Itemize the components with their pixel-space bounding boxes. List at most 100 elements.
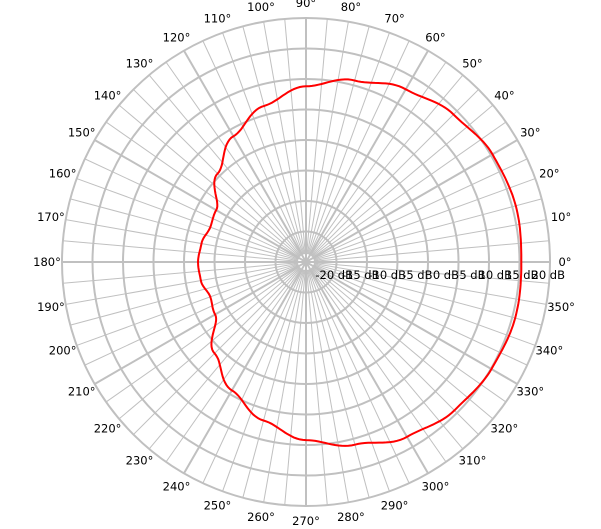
angle-tick-label: 320° xyxy=(491,421,519,435)
minor-spoke xyxy=(313,178,536,260)
minor-spoke xyxy=(202,40,304,255)
minor-spoke xyxy=(308,269,390,492)
minor-spoke xyxy=(313,240,550,262)
minor-spoke xyxy=(310,268,447,463)
minor-spoke xyxy=(284,269,306,506)
radial-tick-label: 10 dB xyxy=(479,268,513,282)
minor-spoke xyxy=(312,121,507,258)
minor-spoke xyxy=(310,74,464,257)
minor-spoke xyxy=(313,262,547,305)
angle-tick-label: 130° xyxy=(126,57,154,71)
radial-tick-label: 20 dB xyxy=(532,268,566,282)
minor-spoke xyxy=(307,26,370,255)
angle-tick-label: 330° xyxy=(516,385,544,399)
angle-tick-label: 150° xyxy=(68,126,96,140)
minor-spoke xyxy=(76,178,299,260)
angle-tick-label: 70° xyxy=(384,12,404,26)
minor-spoke xyxy=(310,267,464,450)
angle-tick-label: 60° xyxy=(425,31,445,45)
minor-spoke xyxy=(313,158,528,260)
minor-spoke xyxy=(84,264,299,366)
angle-tick-label: 270° xyxy=(292,514,320,528)
grid-ring xyxy=(274,230,338,294)
angle-tick-label: 280° xyxy=(337,510,365,524)
minor-spoke xyxy=(76,264,299,346)
angle-tick-label: 20° xyxy=(539,166,559,180)
series-line xyxy=(196,78,523,447)
minor-spoke xyxy=(242,269,305,498)
angle-tick-label: 340° xyxy=(536,344,564,358)
minor-spoke xyxy=(313,262,550,284)
minor-spoke xyxy=(62,240,299,262)
angle-tick-label: 210° xyxy=(68,385,96,399)
angle-tick-label: 290° xyxy=(381,498,409,512)
minor-spoke xyxy=(306,269,349,503)
minor-spoke xyxy=(313,219,547,262)
minor-spoke xyxy=(306,21,349,255)
minor-spoke xyxy=(263,269,306,503)
grid-ring xyxy=(91,47,521,477)
angle-tick-label: 90° xyxy=(296,0,316,10)
minor-spoke xyxy=(306,269,328,506)
grid-ring xyxy=(183,139,429,385)
minor-spoke xyxy=(310,61,447,256)
radial-tick-label: 0 dB xyxy=(433,268,459,282)
radial-tick-label: -20 dB xyxy=(315,268,353,282)
radial-tick-label: -15 dB xyxy=(342,268,380,282)
angle-tick-label: 120° xyxy=(163,31,191,45)
angle-tick-label: 240° xyxy=(163,479,191,493)
minor-spoke xyxy=(222,269,304,492)
angle-tick-label: 140° xyxy=(94,89,122,103)
minor-spoke xyxy=(263,21,306,255)
grid-ring xyxy=(61,17,551,507)
angle-tick-label: 230° xyxy=(126,453,154,467)
grid-ring xyxy=(213,169,399,355)
radial-tick-label: -5 dB xyxy=(402,268,432,282)
minor-spoke xyxy=(307,269,370,498)
series-layer xyxy=(196,78,523,447)
angle-tick-labels: 0° 10° 20° 30° 40° 50° 60° 70° 80° 90° 100° 110° 120… xyxy=(33,0,575,528)
angle-tick-label: 30° xyxy=(520,126,540,140)
polar-grid xyxy=(61,17,551,507)
minor-spoke xyxy=(148,267,302,450)
minor-spoke xyxy=(118,104,301,258)
minor-spoke xyxy=(308,40,410,255)
minor-spoke xyxy=(308,269,410,484)
minor-spoke xyxy=(312,266,507,403)
minor-spoke xyxy=(311,266,494,420)
minor-spoke xyxy=(148,74,302,257)
minor-spoke xyxy=(306,18,328,255)
minor-spoke xyxy=(105,266,300,403)
minor-spoke xyxy=(313,198,542,261)
minor-spoke xyxy=(313,263,542,326)
radial-tick-label: 15 dB xyxy=(505,268,539,282)
angle-tick-label: 110° xyxy=(204,12,232,26)
grid-ring xyxy=(244,200,368,324)
angle-tick-label: 160° xyxy=(49,166,77,180)
angle-tick-label: 100° xyxy=(247,0,275,14)
angle-tick-label: 350° xyxy=(547,300,575,314)
minor-spoke xyxy=(284,18,306,255)
minor-spoke xyxy=(311,267,479,435)
minor-spoke xyxy=(311,89,479,257)
minor-spoke xyxy=(165,61,302,256)
minor-spoke xyxy=(133,267,301,435)
angle-tick-label: 260° xyxy=(247,510,275,524)
angle-tick-label: 300° xyxy=(422,479,450,493)
minor-spoke xyxy=(70,198,299,261)
minor-spoke xyxy=(65,262,299,305)
minor-spoke xyxy=(313,264,536,346)
angle-tick-label: 190° xyxy=(37,300,65,314)
angle-tick-label: 170° xyxy=(37,210,65,224)
angle-tick-label: 310° xyxy=(459,453,487,467)
angle-tick-label: 180° xyxy=(33,255,61,269)
minor-spoke xyxy=(202,269,304,484)
angle-tick-label: 0° xyxy=(558,255,571,269)
angle-tick-label: 10° xyxy=(551,210,571,224)
minor-spoke xyxy=(165,268,302,463)
minor-spoke xyxy=(84,158,299,260)
minor-spoke xyxy=(70,263,299,326)
angle-tick-label: 80° xyxy=(341,0,361,14)
